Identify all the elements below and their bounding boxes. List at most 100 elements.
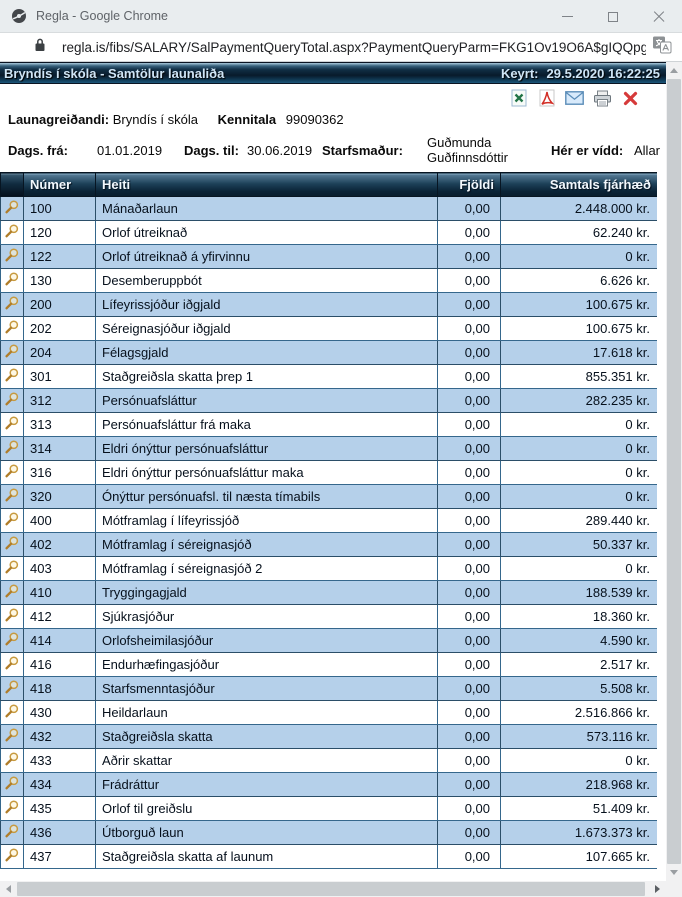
run-timestamp: Keyrt: 29.5.2020 16:22:25 — [500, 65, 660, 81]
row-number: 312 — [23, 388, 96, 413]
row-amount: 2.516.866 kr. — [500, 700, 657, 725]
row-count: 0,00 — [437, 796, 501, 821]
row-amount: 4.590 kr. — [500, 628, 657, 653]
search-icon[interactable] — [0, 268, 24, 293]
search-icon[interactable] — [0, 796, 24, 821]
row-count: 0,00 — [437, 652, 501, 677]
titlebar: Regla - Google Chrome — [0, 0, 682, 33]
search-icon[interactable] — [0, 652, 24, 677]
search-icon[interactable] — [0, 484, 24, 509]
row-number: 437 — [23, 844, 96, 869]
close-report-icon[interactable] — [621, 89, 640, 108]
row-amount: 100.675 kr. — [500, 316, 657, 341]
lock-icon[interactable] — [34, 37, 46, 57]
row-count: 0,00 — [437, 700, 501, 725]
row-name: Mótframlag í séreignasjóð — [95, 532, 438, 557]
excel-export-icon[interactable] — [509, 89, 528, 108]
row-amount: 0 kr. — [500, 412, 657, 437]
url-text[interactable]: regla.is/fibs/SALARY/SalPaymentQueryTota… — [62, 39, 646, 55]
table-row: 100 Mánaðarlaun 0,00 2.448.000 kr. — [0, 196, 657, 221]
search-icon[interactable] — [0, 388, 24, 413]
row-number: 402 — [23, 532, 96, 557]
search-icon[interactable] — [0, 844, 24, 869]
search-icon[interactable] — [0, 724, 24, 749]
search-icon[interactable] — [0, 532, 24, 557]
filter-row: Dags. frá: 01.01.2019 Dags. til: 30.06.2… — [0, 134, 666, 170]
search-icon[interactable] — [0, 460, 24, 485]
row-name: Orlof útreiknað á yfirvinnu — [95, 244, 438, 269]
table-row: 202 Séreignasjóður iðgjald 0,00 100.675 kr. — [0, 316, 657, 341]
search-icon[interactable] — [0, 508, 24, 533]
horizontal-scroll-thumb[interactable] — [17, 882, 645, 896]
search-icon[interactable] — [0, 772, 24, 797]
row-name: Mótframlag í séreignasjóð 2 — [95, 556, 438, 581]
row-number: 434 — [23, 772, 96, 797]
search-icon[interactable] — [0, 316, 24, 341]
scroll-left-icon[interactable] — [0, 881, 17, 897]
table-row: 435 Orlof til greiðslu 0,00 51.409 kr. — [0, 796, 657, 821]
pdf-export-icon[interactable] — [537, 89, 556, 108]
date-to-label: Dags. til: — [184, 143, 239, 158]
kennitala-label: Kennitala — [217, 112, 277, 127]
header-name: Heiti — [95, 172, 438, 197]
close-window-icon[interactable] — [636, 0, 682, 33]
table-row: 437 Staðgreiðsla skatta af launum 0,00 107.… — [0, 844, 657, 869]
row-count: 0,00 — [437, 460, 501, 485]
row-number: 316 — [23, 460, 96, 485]
vertical-scrollbar[interactable] — [666, 62, 682, 881]
row-name: Eldri ónýttur persónuafsláttur maka — [95, 460, 438, 485]
scroll-right-icon[interactable] — [649, 881, 666, 897]
search-icon[interactable] — [0, 676, 24, 701]
row-name: Persónuafsláttur — [95, 388, 438, 413]
row-number: 416 — [23, 652, 96, 677]
row-name: Orlof útreiknað — [95, 220, 438, 245]
row-count: 0,00 — [437, 388, 501, 413]
dimension-label: Hér er vídd: — [551, 143, 624, 158]
search-icon[interactable] — [0, 628, 24, 653]
table-row: 433 Aðrir skattar 0,00 0 kr. — [0, 748, 657, 773]
dimension-value: Allar — [634, 143, 661, 158]
print-icon[interactable] — [593, 89, 612, 108]
search-icon[interactable] — [0, 748, 24, 773]
row-number: 436 — [23, 820, 96, 845]
row-number: 122 — [23, 244, 96, 269]
row-name: Orlof til greiðslu — [95, 796, 438, 821]
row-amount: 107.665 kr. — [500, 844, 657, 869]
search-icon[interactable] — [0, 700, 24, 725]
search-icon[interactable] — [0, 604, 24, 629]
row-count: 0,00 — [437, 292, 501, 317]
row-name: Mánaðarlaun — [95, 196, 438, 221]
search-icon[interactable] — [0, 556, 24, 581]
minimize-icon[interactable] — [544, 0, 590, 33]
row-count: 0,00 — [437, 508, 501, 533]
row-name: Mótframlag í lífeyrissjóð — [95, 508, 438, 533]
search-icon[interactable] — [0, 340, 24, 365]
scroll-up-icon[interactable] — [666, 62, 682, 79]
email-icon[interactable] — [565, 89, 584, 108]
row-name: Útborguð laun — [95, 820, 438, 845]
table-row: 414 Orlofsheimilasjóður 0,00 4.590 kr. — [0, 628, 657, 653]
search-icon[interactable] — [0, 364, 24, 389]
scroll-down-icon[interactable] — [666, 864, 682, 881]
table-row: 400 Mótframlag í lífeyrissjóð 0,00 289.440 … — [0, 508, 657, 533]
maximize-icon[interactable] — [590, 0, 636, 33]
translate-icon[interactable] — [652, 36, 672, 59]
table-row: 313 Persónuafsláttur frá maka 0,00 0 kr. — [0, 412, 657, 437]
search-icon[interactable] — [0, 244, 24, 269]
kennitala-value: 99090362 — [285, 112, 344, 127]
search-icon[interactable] — [0, 820, 24, 845]
vertical-scroll-thumb[interactable] — [667, 79, 681, 864]
row-name: Staðgreiðsla skatta af launum — [95, 844, 438, 869]
search-icon[interactable] — [0, 220, 24, 245]
search-icon[interactable] — [0, 196, 24, 221]
salary-table-wrap: Númer Heiti Fjöldi Samtals fjárhæð 100 Má… — [0, 172, 657, 880]
search-icon[interactable] — [0, 436, 24, 461]
search-icon[interactable] — [0, 580, 24, 605]
horizontal-scrollbar[interactable] — [0, 881, 666, 897]
row-name: Félagsgjald — [95, 340, 438, 365]
search-icon[interactable] — [0, 412, 24, 437]
row-amount: 6.626 kr. — [500, 268, 657, 293]
search-icon[interactable] — [0, 292, 24, 317]
employee-value: Guðmunda Guðfinnsdóttir — [427, 135, 508, 165]
table-row: 412 Sjúkrasjóður 0,00 18.360 kr. — [0, 604, 657, 629]
